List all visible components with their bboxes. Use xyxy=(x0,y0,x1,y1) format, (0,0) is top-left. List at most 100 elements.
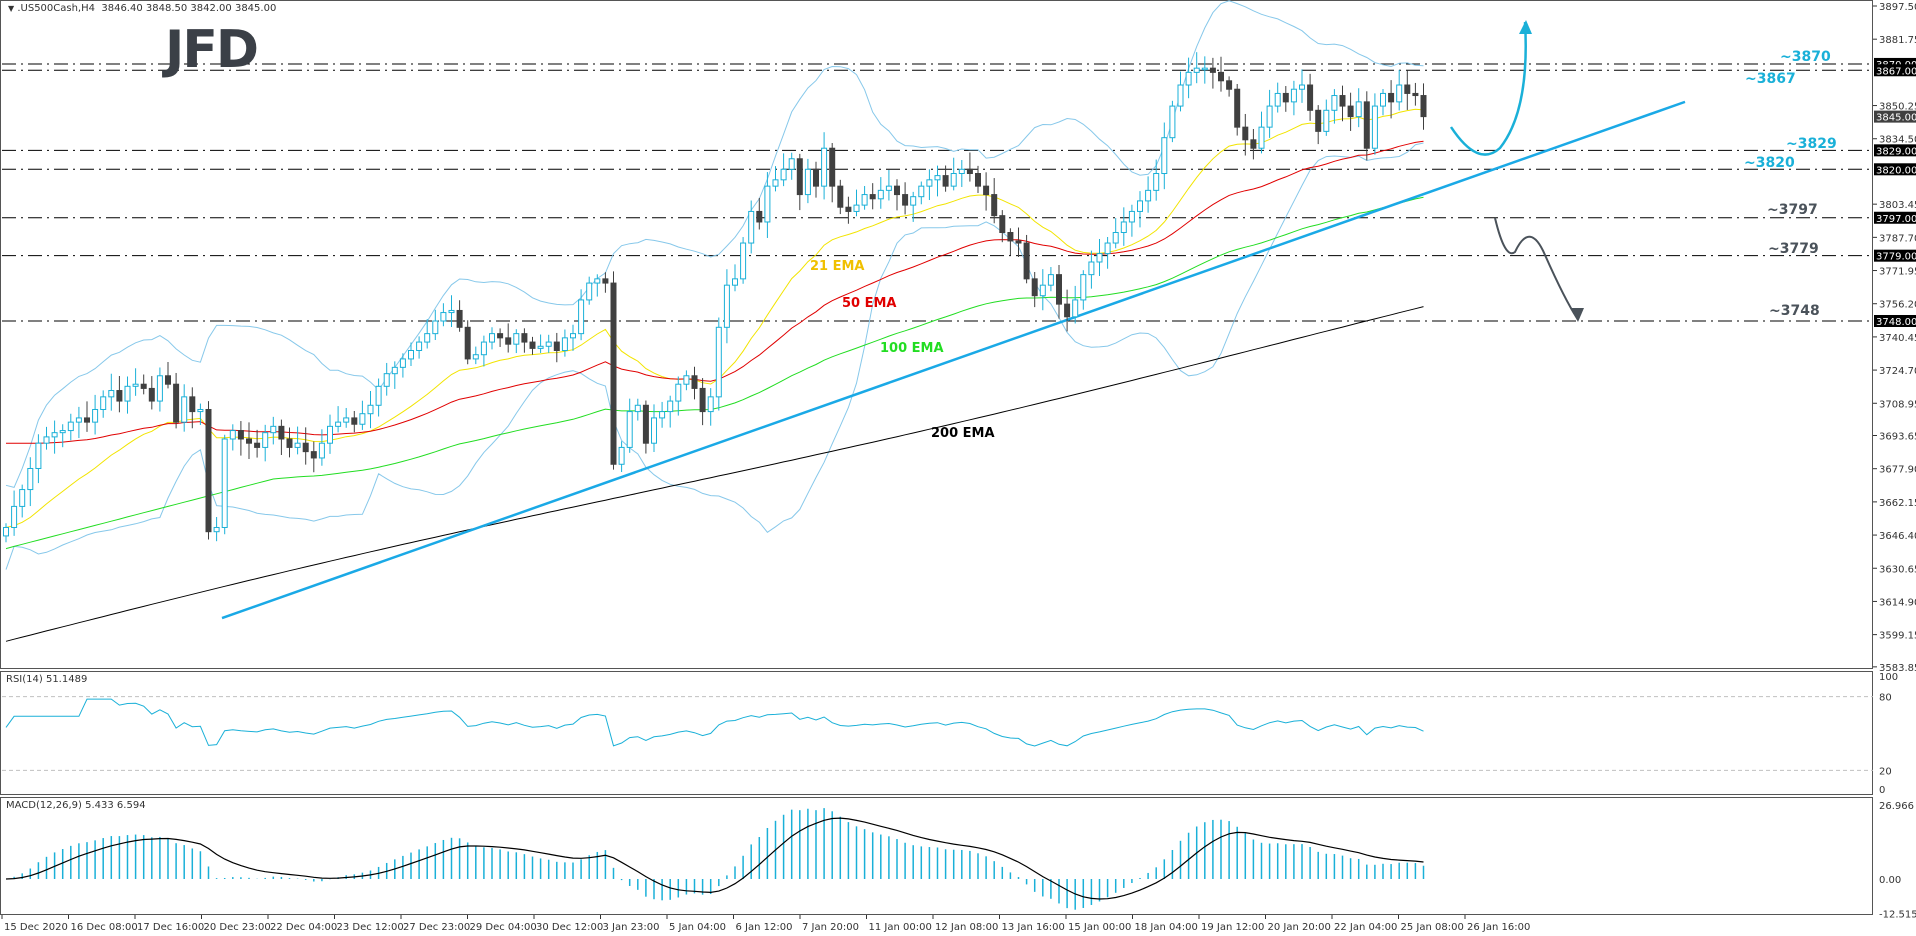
bear-candle xyxy=(975,173,981,187)
bull-candle xyxy=(124,385,131,402)
bull-candle xyxy=(472,354,479,360)
bull-candle xyxy=(432,320,439,335)
time-label: 20 Jan 20:00 xyxy=(1268,922,1331,933)
axis-tick-label: 3897.50 xyxy=(1879,2,1916,13)
bear-candle xyxy=(1388,92,1395,103)
bear-candle xyxy=(464,326,471,360)
bear-candle xyxy=(1218,71,1224,82)
axis-tick-label: 3787.70 xyxy=(1879,233,1916,244)
bull-candle xyxy=(772,179,779,187)
bull-candle xyxy=(675,383,682,402)
bull-candle xyxy=(27,467,34,491)
macd-axis-label: -12.515 xyxy=(1879,909,1916,920)
bear-candle xyxy=(691,375,698,389)
bull-candle xyxy=(270,425,277,434)
time-axis: 15 Dec 2020 16 Dec 08:00 17 Dec 16:00 20 De… xyxy=(1,915,1530,933)
bull-candle xyxy=(1161,137,1168,175)
level-price-label: 3748.00 xyxy=(1876,317,1916,328)
bull-candle xyxy=(1039,284,1046,297)
bull-candle xyxy=(918,185,925,198)
level-price-label: 3797.00 xyxy=(1876,214,1916,225)
level-annotation: ~3867 xyxy=(1745,71,1796,87)
bollinger-bands xyxy=(5,0,1424,570)
bull-candle xyxy=(375,385,382,406)
time-label: 25 Jan 08:00 xyxy=(1401,922,1464,933)
bull-candle xyxy=(448,309,455,314)
bull-candle xyxy=(1088,261,1095,276)
bull-candle xyxy=(75,417,82,423)
bull-candle xyxy=(570,333,576,339)
level-price-label: 3820.00 xyxy=(1876,165,1916,176)
bull-candle xyxy=(586,282,593,301)
arrow-up-icon xyxy=(1519,20,1532,34)
bear-candle xyxy=(999,215,1006,234)
bull-candle xyxy=(19,489,26,507)
bull-candle xyxy=(877,189,884,200)
ascending-trendline xyxy=(221,100,1686,620)
bear-candle xyxy=(205,408,212,533)
bear-candle xyxy=(1242,126,1249,141)
bull-candle xyxy=(1120,221,1127,234)
axis-tick-label: 3756.20 xyxy=(1879,300,1916,311)
bull-candle xyxy=(1153,173,1160,191)
rsi-label: RSI(14) 51.1489 xyxy=(6,674,88,685)
bear-candle xyxy=(845,206,852,212)
level-annotation: ~3829 xyxy=(1786,136,1837,152)
bull-candle xyxy=(926,179,933,187)
bear-candle xyxy=(1412,92,1419,97)
bear-candle xyxy=(1315,109,1322,132)
ema-label: 21 EMA xyxy=(810,259,865,274)
bull-candle xyxy=(1266,105,1273,128)
bull-candle xyxy=(1177,84,1184,107)
bear-candle xyxy=(894,185,900,196)
bear-candle xyxy=(505,337,512,345)
rsi-line xyxy=(5,698,1424,747)
bear-candle xyxy=(173,383,180,423)
bull-candle xyxy=(861,194,868,206)
time-label: 26 Jan 16:00 xyxy=(1467,922,1530,933)
time-label: 15 Dec 2020 xyxy=(4,922,68,933)
time-label: 22 Dec 04:00 xyxy=(270,922,337,933)
bear-candle xyxy=(529,341,536,349)
bear-candle xyxy=(310,451,317,459)
bear-candle xyxy=(837,185,844,208)
ema-200-line xyxy=(5,306,1424,642)
bear-candle xyxy=(351,417,358,425)
axis-tick-label: 3693.65 xyxy=(1879,432,1916,443)
rsi-axis-label: 0 xyxy=(1879,785,1885,796)
bull-candle xyxy=(1185,71,1192,86)
axis-tick-label: 3771.95 xyxy=(1879,267,1916,278)
bull-candle xyxy=(885,185,892,191)
bear-candle xyxy=(116,390,123,402)
bear-candle xyxy=(237,430,244,440)
trendline[interactable] xyxy=(221,100,1686,620)
ema-label: 200 EMA xyxy=(931,426,995,441)
bear-candle xyxy=(1015,240,1022,244)
bear-candle xyxy=(942,175,949,187)
time-label: 17 Dec 16:00 xyxy=(137,922,204,933)
bear-candle xyxy=(165,375,171,385)
bull-candle xyxy=(1072,299,1079,318)
axis-tick-label: 3646.40 xyxy=(1879,531,1916,542)
axis-tick-label: 3583.85 xyxy=(1879,663,1916,674)
bear-candle xyxy=(602,278,609,284)
bull-candle xyxy=(294,442,301,448)
bear-candle xyxy=(1250,139,1257,149)
bull-candle xyxy=(408,349,414,360)
bull-candle xyxy=(51,432,58,438)
bear-candle xyxy=(1307,84,1314,111)
level-price-tag xyxy=(1874,314,1916,327)
bear-candle xyxy=(1031,278,1038,297)
price-axis: 3897.50 3881.75 3850.25 3834.50 3803.45 3787.… xyxy=(1873,2,1916,674)
bear-candle xyxy=(1056,274,1062,305)
level-price-tag xyxy=(1874,211,1916,224)
bull-candle xyxy=(821,147,828,187)
level-annotation: ~3797 xyxy=(1767,202,1818,218)
macd-axis-label: 0.00 xyxy=(1879,875,1901,886)
collapse-triangle-icon[interactable]: ▼ xyxy=(8,4,15,13)
scenario-arrows xyxy=(1449,20,1584,322)
bull-candle xyxy=(318,442,325,459)
level-annotation: ~3870 xyxy=(1780,49,1831,65)
ema-label: 50 EMA xyxy=(842,296,897,311)
